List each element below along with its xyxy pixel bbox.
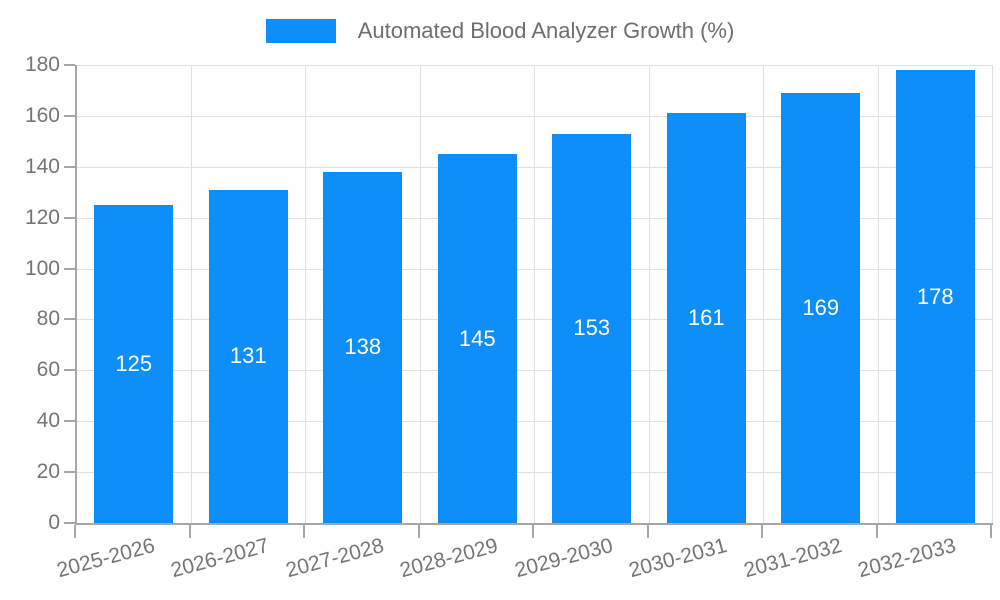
bar-value-label: 169 [802,295,840,320]
band-2027-2028: 138 [306,65,421,523]
y-tick-mark-20 [64,471,75,473]
x-tick-mark-0 [74,525,76,538]
bar-2031-2032[interactable]: 169 [781,93,861,523]
band-2029-2030: 153 [535,65,650,523]
bar-value-label: 145 [458,325,496,351]
y-tick-mark-40 [64,420,75,422]
y-tick-mark-160 [64,115,75,117]
x-tick-mark-2 [303,525,305,538]
gridline-y-60 [77,370,993,371]
y-tick-label-40: 40 [36,409,60,432]
x-tick-label-2028-2029: 2028-2029 [397,534,501,583]
band-2031-2032: 169 [764,65,879,523]
y-tick-mark-80 [64,318,75,320]
band-2026-2027: 131 [192,65,306,523]
bar-2032-2033[interactable]: 178 [895,70,975,523]
gridline-y-140 [77,167,993,168]
band-2030-2031: 161 [650,65,764,523]
legend[interactable]: Automated Blood Analyzer Growth (%) [0,18,1000,44]
y-tick-mark-140 [64,166,75,168]
y-tick-mark-0 [64,522,75,524]
x-tick-mark-4 [532,525,534,538]
bar-value-label: 161 [687,305,725,331]
x-tick-mark-7 [876,525,878,538]
plot-area: 125 131 138 145 153 161 169 178 [75,65,993,525]
bars-container: 125 131 138 145 153 161 169 178 [77,65,993,523]
x-tick-mark-3 [418,525,420,538]
x-tick-label-2030-2031: 2030-2031 [626,534,730,583]
bar-2027-2028[interactable]: 138 [323,171,403,523]
x-tick-mark-5 [647,525,649,538]
x-tick-label-2025-2026: 2025-2026 [54,534,158,583]
gridline-y-80 [77,319,993,320]
band-2032-2033: 178 [879,65,993,523]
gridline-y-100 [77,269,993,270]
y-tick-mark-120 [64,217,75,219]
bar-value-label: 178 [916,283,954,309]
y-tick-mark-60 [64,369,75,371]
x-tick-label-2027-2028: 2027-2028 [283,534,387,583]
y-tick-label-0: 0 [48,511,60,534]
x-tick-label-2026-2027: 2026-2027 [168,534,272,583]
legend-swatch [265,19,336,43]
band-2028-2029: 145 [421,65,535,523]
x-tick-mark-8 [990,525,992,538]
bar-value-label: 125 [115,350,153,376]
gridline-y-20 [77,472,993,473]
gridline-y-120 [77,218,993,219]
y-tick-label-120: 120 [24,206,60,229]
bar-value-label: 131 [229,343,267,369]
y-tick-label-160: 160 [24,104,60,127]
gridline-y-160 [77,116,993,117]
gridline-y-180 [77,65,993,66]
bar-value-label: 153 [573,315,611,341]
x-tick-mark-6 [761,525,763,538]
x-tick-label-2032-2033: 2032-2033 [855,534,959,583]
y-tick-label-60: 60 [36,358,60,381]
y-tick-label-140: 140 [24,155,60,178]
y-tick-mark-180 [64,64,75,66]
band-2025-2026: 125 [77,65,192,523]
bar-2025-2026[interactable]: 125 [94,204,174,523]
y-tick-label-100: 100 [24,257,60,280]
bar-value-label: 138 [344,334,382,360]
bar-2026-2027[interactable]: 131 [208,189,288,523]
bar-2029-2030[interactable]: 153 [552,133,632,523]
x-tick-label-2031-2032: 2031-2032 [741,534,845,583]
gridline-y-40 [77,421,993,422]
bar-2030-2031[interactable]: 161 [666,113,746,523]
y-tick-label-80: 80 [36,307,60,330]
y-tick-label-180: 180 [24,53,60,76]
y-tick-mark-100 [64,268,75,270]
x-tick-label-2029-2030: 2029-2030 [512,534,616,583]
bar-2028-2029[interactable]: 145 [437,154,517,523]
x-tick-mark-1 [189,525,191,538]
y-tick-label-20: 20 [36,460,60,483]
legend-label: Automated Blood Analyzer Growth (%) [357,18,735,43]
